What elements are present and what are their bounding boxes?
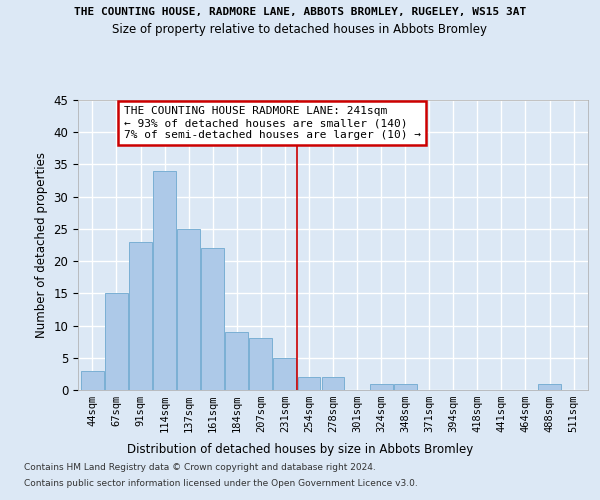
Bar	[105, 294, 128, 390]
Text: THE COUNTING HOUSE RADMORE LANE: 241sqm
← 93% of detached houses are smaller (14: THE COUNTING HOUSE RADMORE LANE: 241sqm …	[124, 106, 421, 140]
Bar	[81, 370, 104, 390]
Text: Distribution of detached houses by size in Abbots Bromley: Distribution of detached houses by size …	[127, 442, 473, 456]
Bar	[298, 377, 320, 390]
Bar	[250, 338, 272, 390]
Bar	[322, 377, 344, 390]
Bar	[370, 384, 392, 390]
Text: Size of property relative to detached houses in Abbots Bromley: Size of property relative to detached ho…	[113, 22, 487, 36]
Bar	[274, 358, 296, 390]
Bar	[177, 229, 200, 390]
Y-axis label: Number of detached properties: Number of detached properties	[35, 152, 48, 338]
Text: THE COUNTING HOUSE, RADMORE LANE, ABBOTS BROMLEY, RUGELEY, WS15 3AT: THE COUNTING HOUSE, RADMORE LANE, ABBOTS…	[74, 8, 526, 18]
Bar	[226, 332, 248, 390]
Bar	[153, 171, 176, 390]
Bar	[394, 384, 416, 390]
Bar	[129, 242, 152, 390]
Text: Contains public sector information licensed under the Open Government Licence v3: Contains public sector information licen…	[24, 478, 418, 488]
Bar	[201, 248, 224, 390]
Bar	[538, 384, 561, 390]
Text: Contains HM Land Registry data © Crown copyright and database right 2024.: Contains HM Land Registry data © Crown c…	[24, 464, 376, 472]
